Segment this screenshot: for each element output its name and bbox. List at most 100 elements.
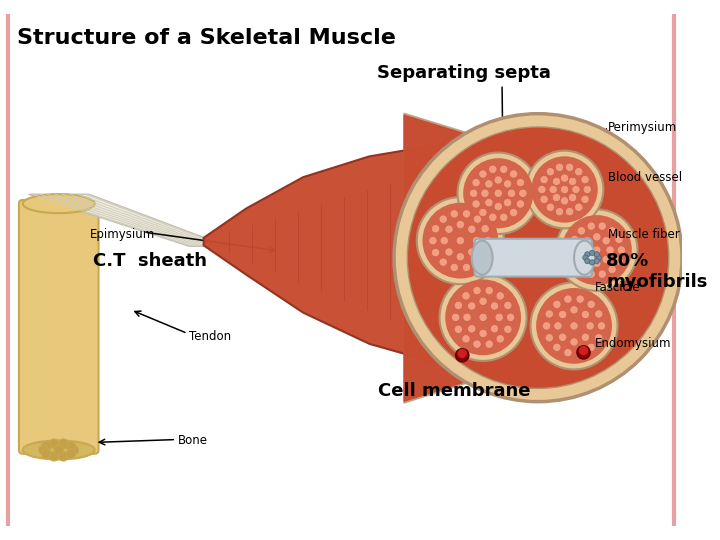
Circle shape — [473, 258, 482, 266]
Circle shape — [451, 313, 460, 322]
Circle shape — [472, 237, 481, 245]
Circle shape — [560, 197, 569, 205]
Ellipse shape — [472, 241, 492, 275]
Ellipse shape — [23, 441, 95, 460]
Circle shape — [590, 251, 595, 255]
Circle shape — [479, 208, 487, 217]
Circle shape — [582, 255, 588, 260]
Circle shape — [606, 246, 614, 254]
Circle shape — [485, 198, 493, 207]
Circle shape — [565, 163, 574, 172]
Circle shape — [463, 158, 534, 228]
Circle shape — [560, 174, 569, 183]
Circle shape — [54, 446, 63, 455]
Circle shape — [585, 258, 590, 264]
Circle shape — [481, 225, 490, 233]
Circle shape — [508, 189, 516, 198]
Circle shape — [595, 334, 603, 342]
Circle shape — [431, 225, 440, 233]
Circle shape — [583, 255, 592, 264]
Circle shape — [49, 439, 59, 448]
Circle shape — [456, 349, 469, 362]
Circle shape — [608, 265, 616, 274]
Polygon shape — [204, 141, 507, 369]
Circle shape — [526, 151, 603, 228]
Circle shape — [555, 207, 564, 216]
Text: Separating septa: Separating septa — [377, 64, 551, 82]
Circle shape — [506, 313, 515, 322]
Circle shape — [581, 310, 590, 319]
Circle shape — [575, 203, 583, 212]
Circle shape — [593, 246, 601, 254]
Circle shape — [472, 200, 480, 208]
Circle shape — [586, 322, 595, 330]
Circle shape — [496, 335, 505, 343]
Circle shape — [481, 248, 490, 257]
Circle shape — [69, 446, 78, 455]
Circle shape — [463, 313, 472, 322]
Circle shape — [580, 246, 588, 254]
Circle shape — [608, 227, 616, 235]
Circle shape — [587, 270, 595, 279]
FancyBboxPatch shape — [474, 239, 592, 276]
Circle shape — [587, 300, 595, 309]
Circle shape — [428, 237, 437, 245]
Circle shape — [590, 260, 595, 265]
Circle shape — [485, 340, 493, 348]
Circle shape — [552, 177, 561, 186]
Circle shape — [577, 227, 585, 235]
Circle shape — [593, 259, 601, 268]
Text: Muscle fiber: Muscle fiber — [608, 227, 680, 240]
Circle shape — [540, 195, 549, 204]
Circle shape — [576, 348, 585, 357]
Circle shape — [408, 127, 669, 388]
Circle shape — [66, 441, 76, 451]
Circle shape — [494, 202, 503, 211]
Circle shape — [576, 295, 585, 303]
Circle shape — [583, 185, 592, 194]
Circle shape — [473, 340, 481, 348]
Circle shape — [552, 193, 561, 202]
Circle shape — [457, 349, 467, 358]
Circle shape — [587, 222, 595, 231]
Circle shape — [545, 310, 554, 318]
Circle shape — [546, 167, 554, 176]
Circle shape — [450, 210, 459, 218]
FancyBboxPatch shape — [19, 200, 99, 454]
Circle shape — [58, 451, 68, 461]
Circle shape — [564, 295, 572, 303]
Circle shape — [577, 346, 590, 359]
Text: Structure of a Skeletal Muscle: Structure of a Skeletal Muscle — [17, 28, 396, 48]
Circle shape — [577, 265, 585, 274]
Circle shape — [593, 233, 601, 241]
Circle shape — [431, 248, 440, 257]
Ellipse shape — [23, 194, 95, 213]
Circle shape — [494, 189, 503, 198]
Circle shape — [559, 333, 567, 341]
Circle shape — [553, 300, 561, 309]
Text: Blood vessel: Blood vessel — [608, 171, 683, 184]
Text: Bone: Bone — [178, 434, 208, 447]
Circle shape — [503, 198, 512, 207]
Text: 80%
myofibrils: 80% myofibrils — [606, 253, 708, 291]
Circle shape — [496, 292, 505, 300]
Circle shape — [570, 306, 578, 314]
Circle shape — [570, 256, 579, 265]
Circle shape — [462, 335, 470, 343]
Text: Tendon: Tendon — [189, 330, 232, 343]
Circle shape — [585, 252, 590, 257]
Circle shape — [560, 185, 569, 194]
Circle shape — [538, 185, 546, 194]
Circle shape — [473, 215, 482, 224]
Circle shape — [467, 225, 476, 233]
Circle shape — [518, 189, 527, 198]
Circle shape — [568, 193, 577, 202]
Circle shape — [485, 286, 493, 295]
Text: Perimysium: Perimysium — [608, 122, 678, 134]
Circle shape — [439, 274, 526, 361]
Circle shape — [536, 288, 612, 364]
Circle shape — [570, 338, 578, 346]
Circle shape — [596, 255, 601, 260]
Circle shape — [594, 258, 599, 264]
Circle shape — [472, 178, 480, 187]
